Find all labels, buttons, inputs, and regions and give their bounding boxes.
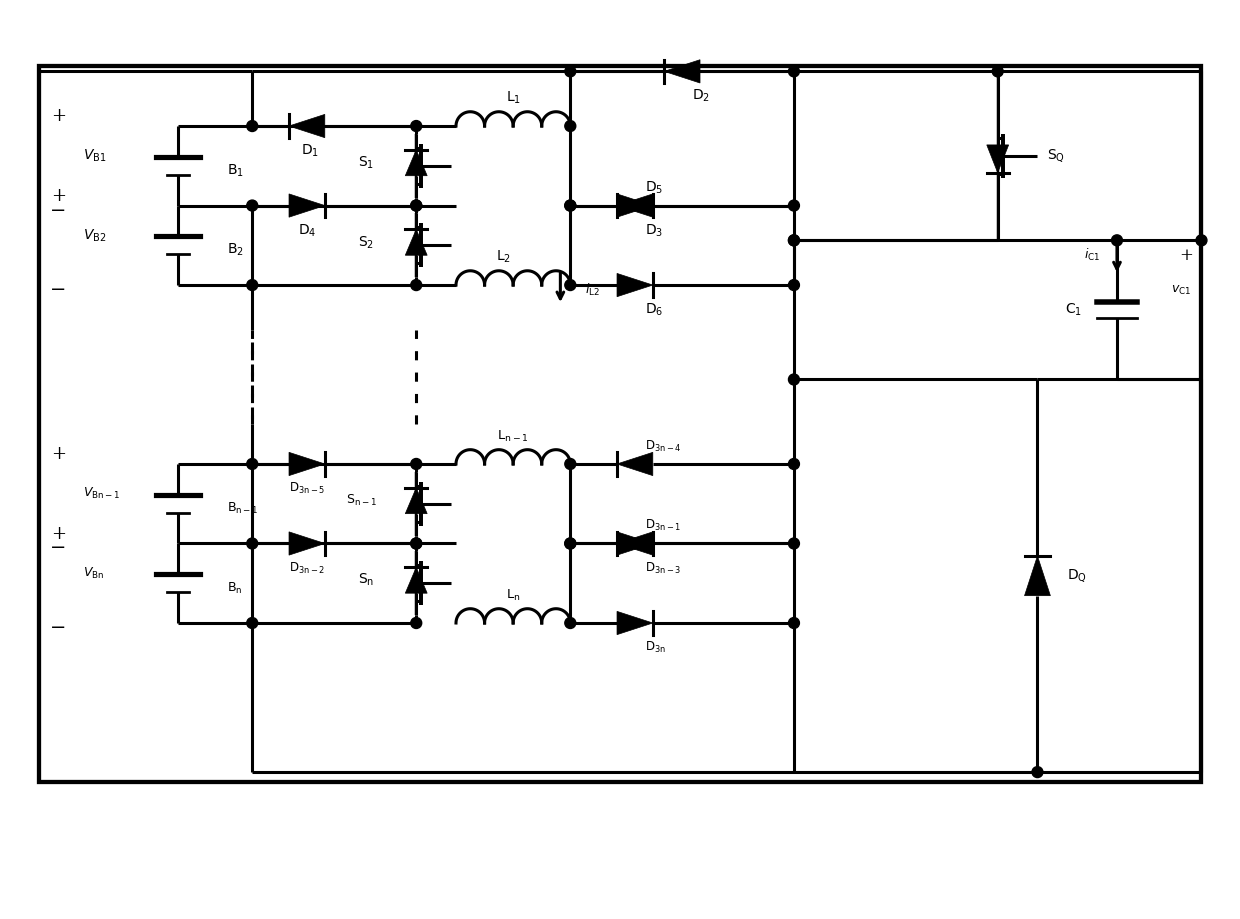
Text: ${\rm D_6}$: ${\rm D_6}$ (645, 301, 663, 318)
Text: ${\rm D_{3n-1}}$: ${\rm D_{3n-1}}$ (645, 518, 681, 533)
Circle shape (565, 200, 575, 211)
Polygon shape (405, 567, 427, 593)
Circle shape (992, 66, 1003, 77)
Text: $i_{\rm L2}$: $i_{\rm L2}$ (585, 282, 600, 298)
Circle shape (247, 618, 258, 629)
Circle shape (247, 459, 258, 470)
Text: −: − (51, 281, 67, 299)
Circle shape (410, 200, 422, 211)
Text: ${\rm B_2}$: ${\rm B_2}$ (227, 242, 244, 258)
Circle shape (410, 538, 422, 549)
Circle shape (565, 459, 575, 470)
Text: ${\rm D_2}$: ${\rm D_2}$ (692, 88, 711, 105)
Text: ${\rm D_{3n-2}}$: ${\rm D_{3n-2}}$ (289, 561, 325, 576)
Circle shape (565, 538, 575, 549)
Text: $V_{\rm Bn}$: $V_{\rm Bn}$ (83, 566, 104, 581)
Polygon shape (618, 452, 652, 476)
Text: ${\rm L_1}$: ${\rm L_1}$ (506, 90, 521, 107)
Text: +: + (51, 108, 66, 125)
Polygon shape (987, 145, 1008, 173)
Text: $V_{\rm B2}$: $V_{\rm B2}$ (83, 227, 107, 244)
Circle shape (1197, 235, 1207, 245)
Text: ${\rm B_n}$: ${\rm B_n}$ (227, 581, 243, 596)
Circle shape (789, 235, 800, 245)
Circle shape (410, 618, 422, 629)
Text: −: − (51, 619, 67, 637)
Circle shape (789, 618, 800, 629)
Polygon shape (618, 532, 652, 555)
Text: $i_{\rm C1}$: $i_{\rm C1}$ (1084, 247, 1100, 263)
Text: ${\rm D_{3n}}$: ${\rm D_{3n}}$ (645, 641, 666, 655)
Circle shape (410, 459, 422, 470)
Text: ${\rm D_{3n-5}}$: ${\rm D_{3n-5}}$ (289, 482, 325, 496)
Polygon shape (289, 114, 325, 138)
Text: −: − (51, 201, 67, 220)
Polygon shape (618, 194, 652, 217)
Text: ${\rm L_2}$: ${\rm L_2}$ (496, 249, 511, 266)
Text: +: + (51, 445, 66, 463)
Circle shape (565, 120, 575, 131)
Text: +: + (1179, 246, 1193, 264)
Circle shape (789, 235, 800, 245)
Polygon shape (618, 194, 652, 217)
Text: ${\rm S_n}$: ${\rm S_n}$ (358, 572, 374, 588)
Circle shape (789, 200, 800, 211)
Circle shape (410, 200, 422, 211)
Polygon shape (618, 532, 652, 555)
Text: +: + (51, 187, 66, 205)
Circle shape (565, 538, 575, 549)
Circle shape (247, 279, 258, 290)
Circle shape (565, 279, 575, 290)
Circle shape (247, 120, 258, 131)
Text: ${\rm D_3}$: ${\rm D_3}$ (645, 222, 663, 239)
Text: ${\rm S_Q}$: ${\rm S_Q}$ (1048, 147, 1065, 165)
Polygon shape (405, 488, 427, 514)
Text: ${\rm S_{n-1}}$: ${\rm S_{n-1}}$ (346, 494, 377, 508)
Polygon shape (665, 60, 701, 83)
Polygon shape (618, 274, 652, 297)
Text: +: + (51, 525, 66, 542)
Text: ${\rm C_1}$: ${\rm C_1}$ (1065, 301, 1083, 318)
Circle shape (565, 200, 575, 211)
Circle shape (789, 459, 800, 470)
Text: ${\rm L_{n-1}}$: ${\rm L_{n-1}}$ (497, 428, 529, 444)
Polygon shape (289, 452, 325, 476)
Circle shape (789, 374, 800, 385)
Polygon shape (1024, 556, 1050, 596)
Circle shape (1111, 235, 1122, 245)
Text: $v_{\rm C1}$: $v_{\rm C1}$ (1172, 283, 1192, 297)
Text: ${\rm B_{n-1}}$: ${\rm B_{n-1}}$ (227, 501, 259, 516)
Circle shape (410, 279, 422, 290)
Text: ${\rm D_5}$: ${\rm D_5}$ (645, 179, 663, 196)
Text: ${\rm S_1}$: ${\rm S_1}$ (358, 154, 374, 171)
Text: ${\rm D_Q}$: ${\rm D_Q}$ (1068, 567, 1087, 584)
Text: $V_{\rm B1}$: $V_{\rm B1}$ (83, 148, 107, 165)
Circle shape (410, 538, 422, 549)
Text: $V_{\rm Bn-1}$: $V_{\rm Bn-1}$ (83, 486, 120, 502)
Text: ${\rm L_n}$: ${\rm L_n}$ (506, 587, 521, 603)
Circle shape (789, 279, 800, 290)
Text: ${\rm D_{3n-4}}$: ${\rm D_{3n-4}}$ (645, 438, 681, 454)
Circle shape (565, 66, 575, 77)
Text: ${\rm D_1}$: ${\rm D_1}$ (301, 142, 319, 159)
Text: ${\rm D_4}$: ${\rm D_4}$ (298, 222, 316, 239)
Text: ${\rm S_2}$: ${\rm S_2}$ (358, 234, 374, 251)
Circle shape (789, 66, 800, 77)
Circle shape (565, 618, 575, 629)
Text: ${\rm D_{3n-3}}$: ${\rm D_{3n-3}}$ (645, 561, 681, 576)
Circle shape (789, 538, 800, 549)
Polygon shape (289, 532, 325, 555)
Polygon shape (289, 194, 325, 217)
Polygon shape (618, 611, 652, 635)
Text: −: − (51, 539, 67, 558)
Text: ${\rm B_1}$: ${\rm B_1}$ (227, 163, 244, 179)
Circle shape (1032, 766, 1043, 777)
Polygon shape (405, 150, 427, 176)
Polygon shape (405, 230, 427, 255)
Circle shape (410, 120, 422, 131)
Circle shape (247, 200, 258, 211)
Circle shape (247, 538, 258, 549)
